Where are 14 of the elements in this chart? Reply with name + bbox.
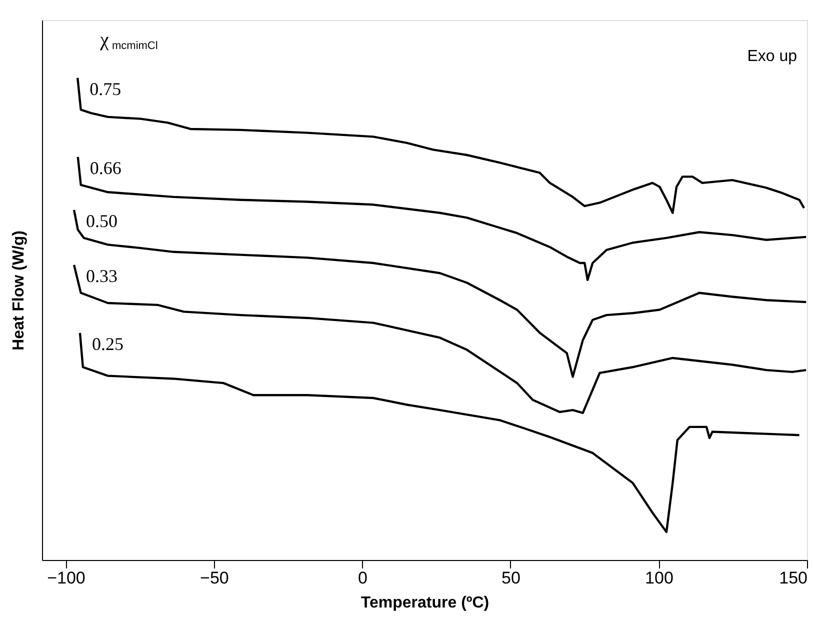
- x-axis-title: Temperature (ºC): [360, 594, 490, 612]
- y-axis-title: Heat Flow (W/g): [10, 230, 28, 350]
- x-tick-label: 0: [358, 568, 368, 588]
- x-tick-label: 100: [645, 568, 674, 588]
- series-label: 0.75: [90, 78, 122, 99]
- x-tick-label: −50: [200, 568, 229, 588]
- series-label: 0.50: [86, 210, 118, 231]
- series-label: 0.33: [86, 266, 118, 286]
- x-tick-label: 50: [502, 568, 520, 588]
- series-label: 0.66: [90, 158, 122, 178]
- text: Exo up: [747, 48, 798, 65]
- x-tick-label: −100: [47, 568, 86, 588]
- series-label: 0.25: [92, 334, 124, 354]
- x-tick-label: 150: [779, 568, 808, 588]
